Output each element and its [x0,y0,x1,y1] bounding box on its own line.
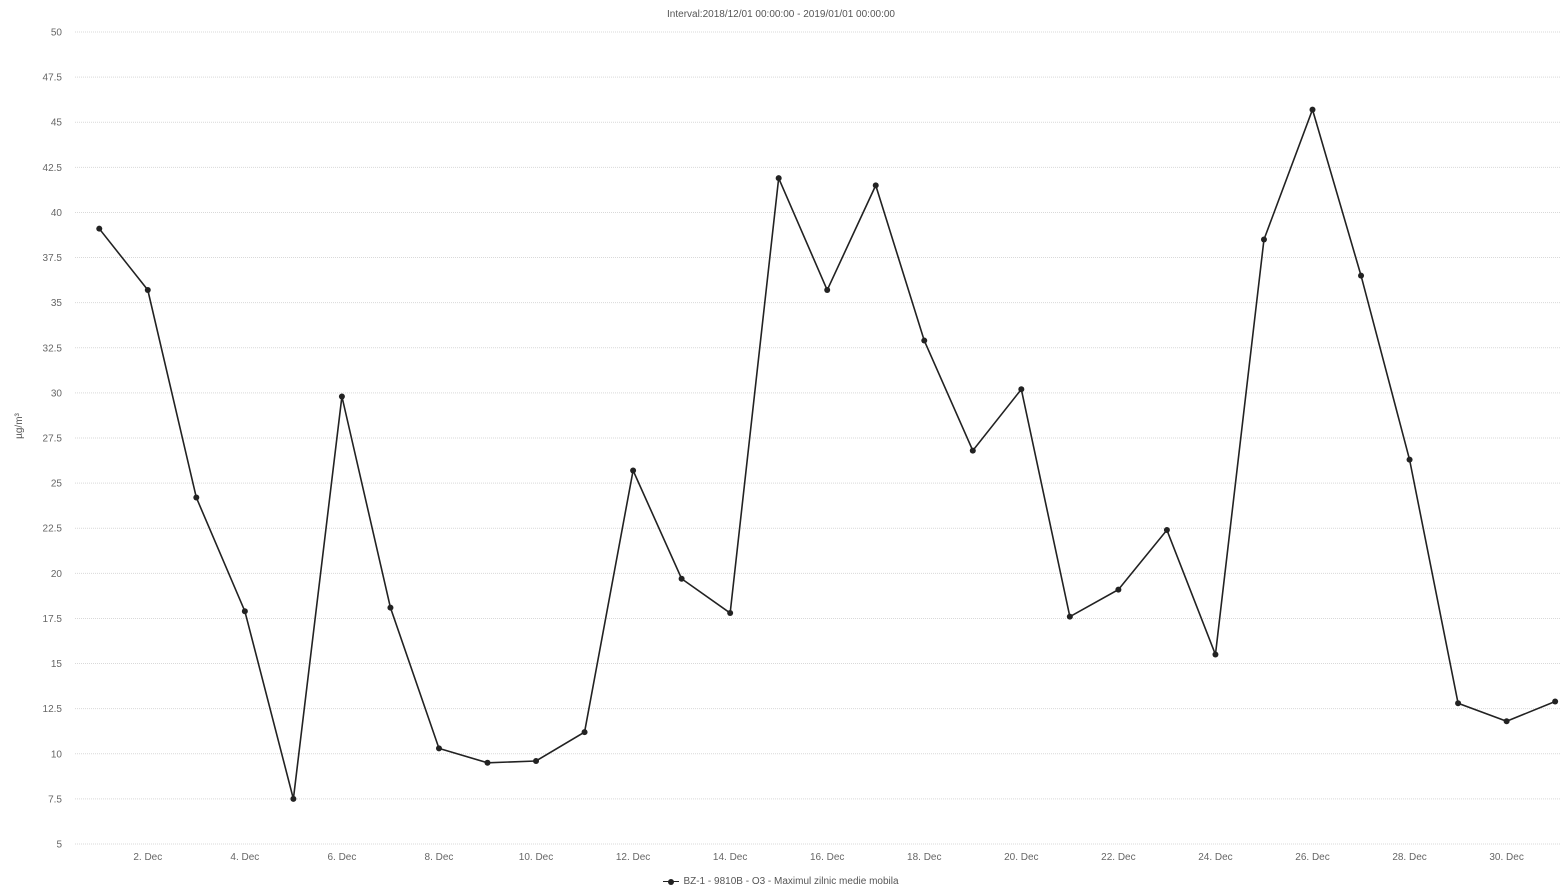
y-tick-label: 15 [51,659,63,670]
data-point [1260,236,1267,243]
x-tick-label: 6. Dec [327,852,356,863]
data-point [387,604,394,611]
y-tick-label: 32.5 [43,343,63,354]
data-point [775,175,782,182]
x-tick-label: 26. Dec [1295,852,1329,863]
y-tick-label: 25 [51,479,63,490]
y-tick-label: 50 [51,28,63,39]
y-tick-label: 45 [51,118,63,129]
x-tick-label: 18. Dec [907,852,941,863]
data-point [241,608,248,615]
y-tick-label: 10 [51,749,63,760]
y-tick-label: 27.5 [43,434,63,445]
y-tick-label: 7.5 [48,794,62,805]
y-tick-label: 17.5 [43,614,63,625]
data-point [581,729,588,736]
y-tick-label: 22.5 [43,524,63,535]
data-point [1066,613,1073,620]
y-tick-label: 12.5 [43,704,63,715]
data-point [435,745,442,752]
x-tick-label: 8. Dec [425,852,454,863]
data-point [969,447,976,454]
legend-item[interactable]: BZ-1 - 9810B - O3 - Maximul zilnic medie… [663,876,899,887]
data-point [630,467,637,474]
data-point [1212,651,1219,658]
data-point [338,393,345,400]
data-point [727,610,734,617]
data-point [1018,386,1025,393]
y-tick-label: 20 [51,569,63,580]
data-point [1406,456,1413,463]
x-tick-label: 2. Dec [133,852,162,863]
data-point [1552,698,1559,705]
data-point [678,575,685,582]
data-point [872,182,879,189]
y-tick-label: 5 [56,840,62,851]
x-tick-label: 12. Dec [616,852,650,863]
x-tick-label: 20. Dec [1004,852,1038,863]
y-tick-label: 35 [51,298,63,309]
data-point [1503,718,1510,725]
x-tick-label: 14. Dec [713,852,747,863]
y-tick-label: 37.5 [43,253,63,264]
x-tick-label: 4. Dec [230,852,259,863]
data-point [484,759,491,766]
legend[interactable]: BZ-1 - 9810B - O3 - Maximul zilnic medie… [0,876,1562,889]
y-tick-label: 42.5 [43,163,63,174]
y-tick-label: 30 [51,388,63,399]
series-line [98,107,1556,800]
chart-plot: 5 7.5 10 12.5 15 17.5 20 22.5 25 27.5 30 32.5 35 37.5… [43,28,1560,863]
x-tick-label: 16. Dec [810,852,844,863]
y-tick-label: 40 [51,208,63,219]
x-tick-label: 30. Dec [1489,852,1523,863]
legend-label: BZ-1 - 9810B - O3 - Maximul zilnic medie… [683,876,899,887]
data-point [1455,700,1462,707]
data-point [533,757,540,764]
x-tick-label: 24. Dec [1198,852,1232,863]
data-point [824,287,831,294]
data-point [1309,106,1316,113]
x-tick-label: 10. Dec [519,852,553,863]
x-tick-label: 28. Dec [1392,852,1426,863]
data-point [1163,527,1170,534]
chart-title: Interval:2018/12/01 00:00:00 - 2019/01/0… [667,9,895,20]
data-point [96,225,103,232]
data-point [1115,586,1122,593]
x-tick-label: 22. Dec [1101,852,1135,863]
data-point [290,795,297,802]
data-point [144,287,151,294]
data-point [193,494,200,501]
y-tick-label: 47.5 [43,73,63,84]
legend-marker-icon [663,878,680,886]
data-point [921,337,928,344]
data-point [1358,272,1365,279]
